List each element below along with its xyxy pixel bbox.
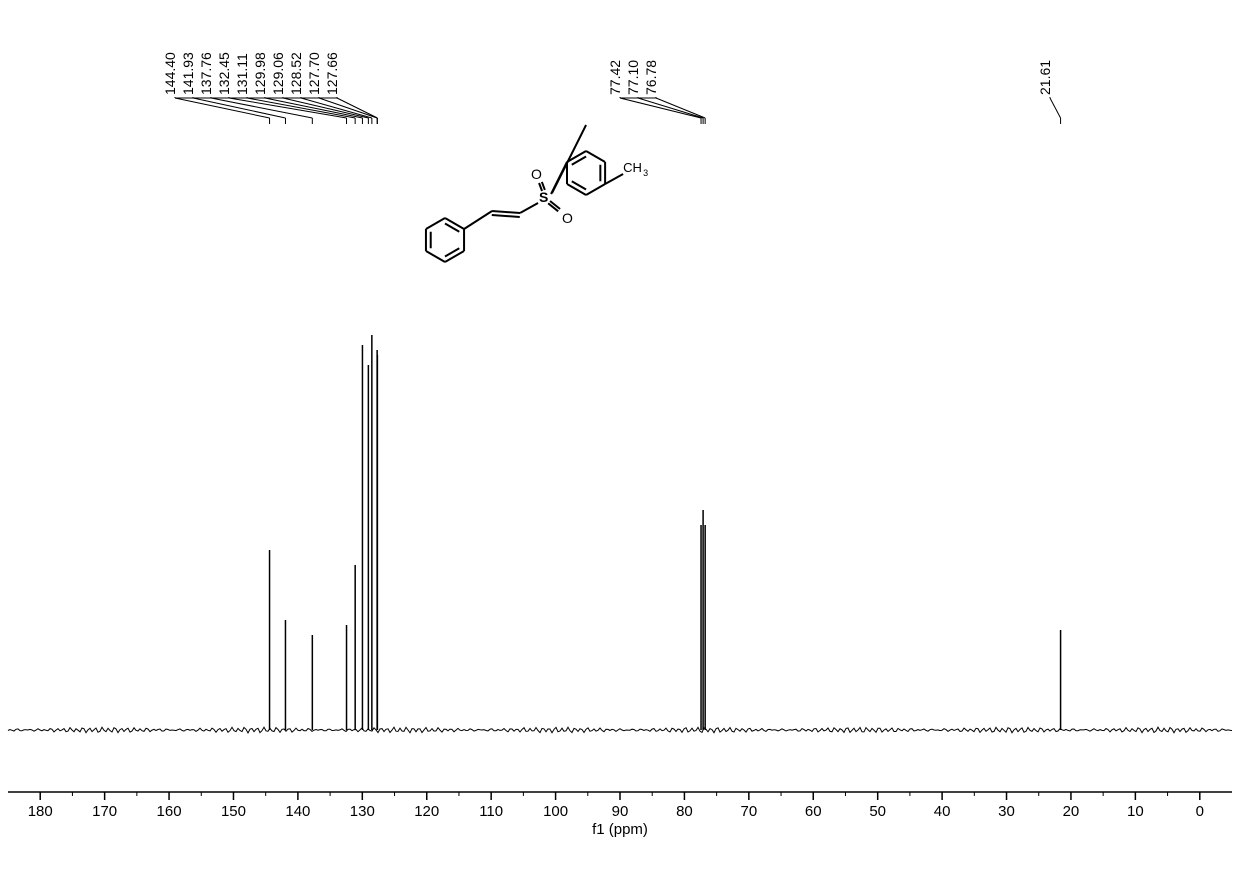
x-axis-tick-label: 150 [221, 803, 246, 820]
x-axis-tick-label: 140 [285, 803, 310, 820]
atom-label-o: O [562, 210, 573, 226]
bond [464, 211, 492, 229]
x-axis-tick-label: 130 [350, 803, 375, 820]
peak-label-connector [175, 98, 270, 118]
x-axis-tick-label: 30 [998, 803, 1015, 820]
peak-label: 77.10 [625, 60, 641, 95]
x-axis-tick-label: 90 [612, 803, 629, 820]
peak-label-connector [1050, 98, 1061, 118]
peak-label: 129.06 [270, 52, 286, 95]
x-axis-tick-label: 170 [92, 803, 117, 820]
x-axis-tick-label: 10 [1127, 803, 1144, 820]
bond [605, 174, 623, 184]
bond [586, 184, 605, 195]
x-axis-tick-label: 0 [1196, 803, 1204, 820]
peak-label: 144.40 [162, 52, 178, 95]
peak-label: 141.93 [180, 52, 196, 95]
peak-label: 127.66 [324, 52, 340, 95]
x-axis-tick-label: 40 [934, 803, 951, 820]
atom-label-s: S [539, 189, 548, 205]
x-axis-tick-label: 120 [414, 803, 439, 820]
atom-label-o: O [531, 166, 542, 182]
x-axis-tick-label: 70 [740, 803, 757, 820]
peak-label: 137.76 [198, 52, 214, 95]
x-axis-tick-label: 180 [28, 803, 53, 820]
bond [567, 184, 586, 195]
peak-label: 76.78 [643, 60, 659, 95]
nmr-spectrum: 144.40141.93137.76132.45131.11129.98129.… [0, 0, 1240, 869]
bond [551, 162, 567, 194]
x-axis-tick-label: 100 [543, 803, 568, 820]
bond [586, 151, 605, 162]
baseline-noise [8, 727, 1232, 733]
x-axis-tick-label: 50 [869, 803, 886, 820]
bond [445, 251, 464, 262]
peak-label: 129.98 [252, 52, 268, 95]
peak-label: 131.11 [234, 53, 250, 95]
peak-label: 132.45 [216, 52, 232, 95]
bond [492, 211, 520, 213]
peak-label-connector [638, 98, 703, 118]
x-axis-title: f1 (ppm) [592, 821, 648, 838]
peak-label: 77.42 [607, 60, 623, 95]
peak-label: 21.61 [1037, 60, 1053, 95]
chemical-structure: SO O CH3 [426, 125, 648, 262]
bond [445, 218, 464, 229]
bond [426, 218, 445, 229]
x-axis-tick-label: 80 [676, 803, 693, 820]
bond [492, 215, 520, 217]
bond [520, 203, 538, 213]
peak-label: 127.70 [306, 52, 322, 95]
x-axis-tick-label: 60 [805, 803, 822, 820]
ch3-subscript: 3 [643, 168, 648, 178]
x-axis-tick-label: 110 [479, 803, 503, 820]
peak-label: 128.52 [288, 52, 304, 95]
x-axis-tick-label: 20 [1063, 803, 1080, 820]
ch3-label: CH [623, 160, 642, 175]
bond [426, 251, 445, 262]
peak-label-connector [193, 98, 285, 118]
x-axis-tick-label: 160 [157, 803, 182, 820]
peak-label-connector [620, 98, 701, 118]
peak-label-connector [656, 98, 705, 118]
